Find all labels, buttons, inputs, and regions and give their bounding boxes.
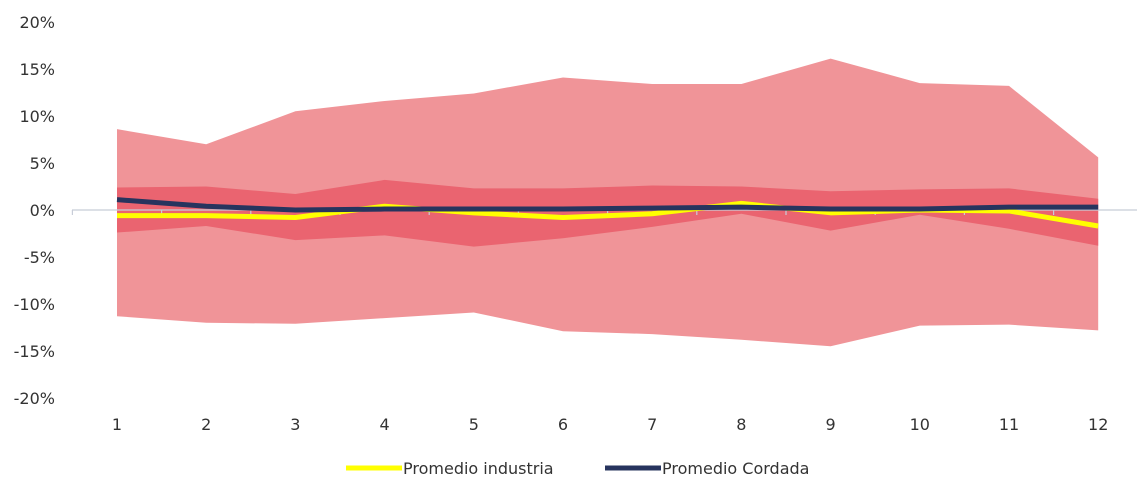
series-lines	[116, 197, 1099, 229]
x-tick-label: 1	[112, 415, 122, 434]
x-tick-label: 3	[290, 415, 300, 434]
x-tick-label: 2	[201, 415, 211, 434]
x-tick-label: 8	[736, 415, 746, 434]
y-tick-label: -5%	[24, 248, 55, 267]
y-tick-label: -20%	[14, 389, 55, 408]
series-line-promedio-cordada	[116, 197, 1099, 213]
y-tick-label: 10%	[19, 107, 55, 126]
x-tick-label: 9	[826, 415, 836, 434]
x-tick-label: 5	[469, 415, 479, 434]
y-tick-label: 20%	[19, 13, 55, 32]
y-tick-label: -15%	[14, 342, 55, 361]
x-tick-label: 7	[647, 415, 657, 434]
y-tick-label: 15%	[19, 60, 55, 79]
x-tick-label: 10	[910, 415, 930, 434]
x-axis-tick-labels: 1 2 3 4 5 6 7 8 9 10 11 12	[112, 415, 1108, 434]
y-tick-label: 0%	[30, 201, 55, 220]
x-tick-label: 12	[1088, 415, 1108, 434]
legend-label-promedio-cordada: Promedio Cordada	[662, 459, 809, 478]
x-tick-label: 11	[999, 415, 1019, 434]
y-tick-label: 5%	[30, 154, 55, 173]
range-bands	[117, 58, 1099, 347]
legend: Promedio industria Promedio Cordada	[346, 459, 809, 478]
legend-label-promedio-industria: Promedio industria	[403, 459, 554, 478]
x-tick-label: 6	[558, 415, 568, 434]
y-axis-tick-labels: 20% 15% 10% 5% 0% -5% -10% -15% -20%	[14, 13, 55, 408]
x-tick-label: 4	[380, 415, 390, 434]
y-tick-label: -10%	[14, 295, 55, 314]
